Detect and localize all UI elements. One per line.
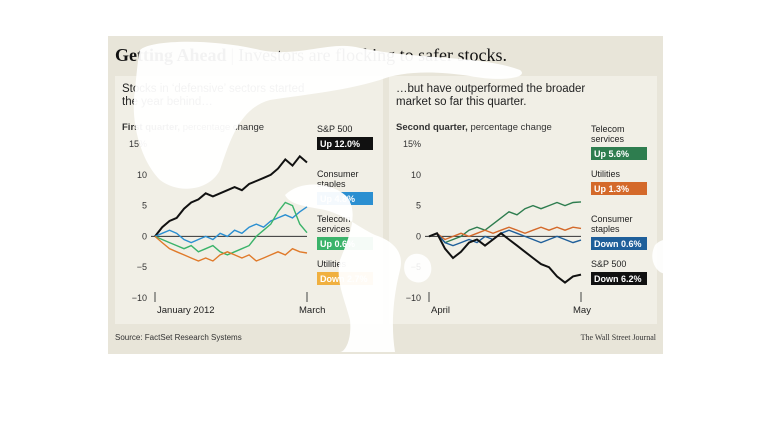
series-label: Telecom: [317, 214, 351, 224]
series-label: services: [591, 134, 625, 144]
series-line: [154, 206, 308, 244]
y-tick-label: −10: [406, 293, 421, 303]
series-label: staples: [317, 179, 346, 189]
series-label: S&P 500: [591, 259, 626, 269]
series-badge-text: Up 0.6%: [320, 239, 355, 249]
series-line: [428, 201, 582, 244]
title-rest: Investors are flocking to safer stocks.: [238, 45, 508, 65]
series-badge-text: Down 0.6%: [594, 239, 642, 249]
title-bold: Getting Ahead: [115, 45, 227, 65]
series-badge-text: Up 5.6%: [594, 149, 629, 159]
y-tick-label: 5: [142, 201, 147, 211]
y-tick-label: 10: [137, 170, 147, 180]
series-line: [428, 232, 582, 284]
panel-second-quarter: …but have outperformed the broader marke…: [389, 76, 657, 324]
y-tick-label: 10: [411, 170, 421, 180]
series-badge-text: Down 6.2%: [594, 274, 642, 284]
title-separator: |: [230, 45, 235, 65]
series-line: [428, 229, 582, 247]
y-tick-label: 15%: [403, 139, 421, 149]
x-axis-label-end: May: [573, 305, 591, 316]
y-tick-label: −10: [132, 293, 147, 303]
series-line: [428, 226, 582, 241]
series-badge-text: Up 1.3%: [594, 184, 629, 194]
y-tick-label: 15%: [129, 139, 147, 149]
series-badge-box: [591, 237, 647, 250]
series-line: [154, 201, 308, 256]
y-tick-label: −5: [411, 262, 421, 272]
y-tick-label: −5: [137, 262, 147, 272]
series-line: [154, 154, 308, 238]
series-label: Utilities: [591, 169, 621, 179]
series-badge-box: [591, 272, 647, 285]
series-label: services: [317, 224, 351, 234]
series-line: [154, 235, 308, 262]
panel-first-quarter: Stocks in ‘defensive’ sectors started th…: [115, 76, 383, 324]
y-tick-label: 0: [416, 231, 421, 241]
series-badge-box: [591, 147, 647, 160]
series-label: Telecom: [591, 124, 625, 134]
series-label: S&P 500: [317, 124, 352, 134]
y-tick-label: 0: [142, 231, 147, 241]
chart-graphic: Getting Ahead | Investors are flocking to …: [108, 36, 663, 354]
y-tick-label: 5: [416, 201, 421, 211]
series-label: Consumer: [591, 214, 633, 224]
series-label: staples: [591, 224, 620, 234]
x-axis-label-end: March: [299, 305, 325, 316]
series-label: Consumer: [317, 169, 359, 179]
series-badge-box: [591, 182, 647, 195]
series-badge-text: Up 4.8%: [320, 194, 355, 204]
x-axis-label-start: April: [431, 305, 450, 316]
chart-title: Getting Ahead | Investors are flocking to …: [115, 45, 507, 66]
series-badge-text: Down 2.7%: [320, 274, 368, 284]
credit-note: The Wall Street Journal: [580, 333, 656, 342]
source-note: Source: FactSet Research Systems: [115, 333, 242, 342]
series-label: Utilities: [317, 259, 347, 269]
series-badge-text: Up 12.0%: [320, 139, 360, 149]
x-axis-label-start: January 2012: [157, 305, 215, 316]
line-chart-q1: 15% 10 5 0 −5 −10 January 2012 March S&P 500 Up 1…: [129, 124, 373, 316]
